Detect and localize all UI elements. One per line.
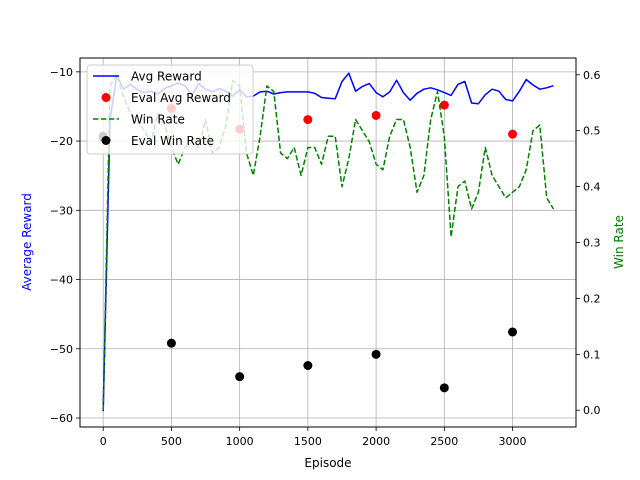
y-left-tick-label: −50 (50, 343, 73, 356)
x-tick-label: 3000 (499, 435, 527, 448)
y-left-tick-label: −20 (50, 135, 73, 148)
eval-win-rate-point (235, 372, 245, 382)
legend-label-eval-avg-reward: Eval Avg Reward (131, 91, 231, 105)
y-axis-right-label: Win Rate (612, 215, 626, 269)
legend: Avg Reward Eval Avg Reward Win Rate Eval Wi… (86, 64, 254, 155)
y-axis-left-label: Average Reward (20, 193, 34, 291)
eval-avg-reward-point (439, 100, 449, 110)
y-left-tick-label: −40 (50, 274, 73, 287)
legend-marker-eval-win-rate (101, 136, 111, 145)
x-tick-label: 1500 (294, 435, 322, 448)
legend-label-avg-reward: Avg Reward (131, 70, 202, 84)
win-rate-line (102, 74, 555, 411)
x-axis-label: Episode (304, 456, 351, 470)
legend-box (86, 64, 254, 155)
eval-win-rate-point (303, 361, 313, 370)
y-right-tick-label: 0.4 (583, 181, 601, 194)
legend-marker-eval-avg-reward (101, 93, 111, 102)
eval-avg-reward-point (371, 110, 381, 120)
x-tick-label: 2500 (430, 435, 458, 448)
x-tick-label: 0 (100, 435, 107, 448)
ticks: 0 500 1000 1500 2000 2500 3000 −60 −50 −40 −30 −20 −… (50, 66, 601, 448)
x-tick-label: 500 (161, 435, 182, 448)
eval-avg-reward-point (303, 115, 313, 125)
eval-win-rate-point (508, 327, 518, 337)
eval-avg-reward-point (508, 129, 518, 139)
eval-win-rate-point (371, 349, 381, 359)
eval-win-rate-point (439, 383, 449, 393)
y-right-tick-label: 0.1 (583, 348, 601, 361)
y-right-tick-label: 0.5 (583, 125, 601, 138)
y-right-tick-label: 0.6 (583, 69, 601, 82)
x-tick-label: 2000 (362, 435, 390, 448)
x-tick-label: 1000 (226, 435, 254, 448)
y-right-tick-label: 0.0 (583, 404, 601, 417)
y-right-tick-label: 0.3 (583, 237, 601, 250)
y-left-tick-label: −10 (50, 66, 73, 79)
y-left-tick-label: −30 (50, 204, 73, 217)
legend-label-win-rate: Win Rate (131, 113, 185, 127)
y-left-tick-label: −60 (50, 412, 73, 425)
y-right-tick-label: 0.2 (583, 292, 601, 305)
legend-label-eval-win-rate: Eval Win Rate (131, 134, 214, 148)
eval-win-rate-point (166, 338, 176, 348)
